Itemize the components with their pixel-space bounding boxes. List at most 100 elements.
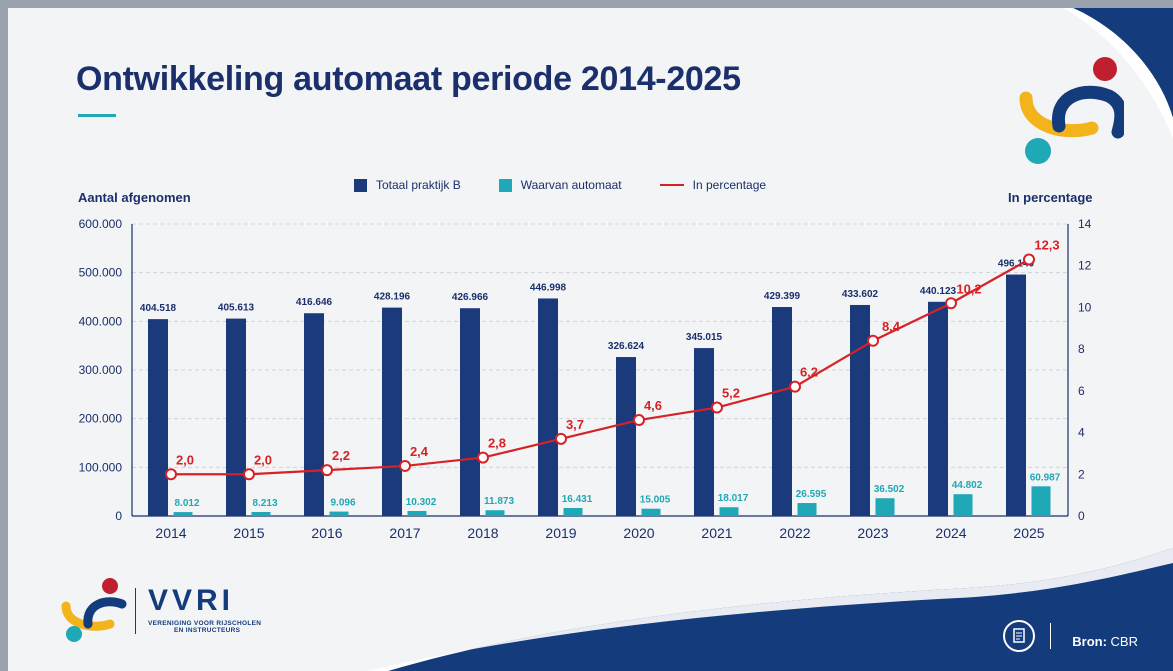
y-right-tick-label: 2: [1078, 467, 1085, 481]
bar-totaal: [382, 307, 402, 516]
bar-totaal-label: 405.613: [218, 303, 255, 314]
percentage-label: 10,2: [956, 281, 981, 296]
y-left-tick-label: 200.000: [79, 412, 123, 426]
bar-automaat: [875, 498, 895, 516]
bar-automaat-label: 8.012: [174, 498, 199, 509]
y-right-tick-label: 10: [1078, 300, 1092, 314]
vvri-name: VVRI: [148, 584, 235, 617]
vvri-brand: VVRI VERENIGING VOOR RIJSCHOLEN EN INSTR…: [148, 584, 261, 635]
source-icon: [1003, 620, 1035, 652]
bar-totaal-label: 345.015: [686, 332, 723, 343]
bar-automaat-label: 15.005: [640, 495, 671, 506]
x-tick-label: 2019: [545, 525, 576, 541]
right-axis-title: In percentage: [1008, 190, 1093, 205]
bar-totaal-label: 440.123: [920, 286, 957, 297]
bar-automaat: [329, 511, 349, 516]
legend-item-automaat: Waarvan automaat: [498, 178, 622, 192]
bar-totaal-label: 428.196: [374, 292, 411, 303]
y-left-tick-label: 600.000: [79, 217, 123, 231]
bar-totaal: [616, 357, 636, 516]
bar-totaal: [928, 301, 948, 516]
percentage-line: [171, 258, 1030, 476]
vvri-tagline-2: EN INSTRUCTEURS: [174, 627, 241, 634]
percentage-point: [633, 414, 645, 427]
bar-totaal-label: 426.966: [452, 292, 489, 303]
bar-automaat: [1031, 486, 1051, 516]
x-tick-label: 2021: [701, 525, 732, 541]
vvri-logo-icon: [61, 578, 127, 642]
percentage-label: 8,4: [882, 319, 901, 334]
chart-legend: Totaal praktijk B Waarvan automaat In pe…: [354, 178, 804, 192]
percentage-point: [477, 451, 489, 464]
bar-totaal-label: 429.399: [764, 291, 801, 302]
legend-label-percentage: In percentage: [692, 178, 767, 192]
x-tick-label: 2015: [233, 525, 264, 541]
y-left-tick-label: 100.000: [79, 460, 123, 474]
page-title: Ontwikkeling automaat periode 2014-2025: [76, 60, 741, 98]
bar-totaal: [538, 298, 558, 516]
x-tick-label: 2017: [389, 525, 420, 541]
title-underline: [78, 114, 116, 117]
y-right-tick-label: 4: [1078, 426, 1085, 440]
bar-totaal: [460, 308, 480, 516]
percentage-point: [555, 432, 567, 445]
document-icon: [1013, 628, 1025, 643]
bar-totaal-label: 496.140: [998, 259, 1035, 270]
percentage-point: [789, 380, 801, 393]
percentage-label: 3,7: [566, 417, 584, 432]
x-tick-label: 2025: [1013, 525, 1044, 541]
legend-swatch-percentage: [659, 184, 684, 186]
y-right-tick-label: 12: [1078, 259, 1092, 273]
bar-automaat-label: 44.802: [952, 480, 983, 491]
bar-automaat: [719, 507, 739, 516]
bar-totaal: [850, 304, 870, 516]
percentage-label: 4,6: [644, 398, 662, 413]
bar-totaal-label: 416.646: [296, 297, 333, 308]
legend-item-percentage: In percentage: [659, 178, 767, 192]
percentage-label: 2,2: [332, 448, 350, 463]
bar-automaat-label: 36.502: [874, 484, 905, 495]
percentage-point: [243, 468, 255, 481]
percentage-label: 2,4: [410, 444, 429, 459]
percentage-point: [165, 468, 177, 481]
y-left-tick-label: 300.000: [79, 363, 123, 377]
bar-automaat: [953, 494, 973, 516]
bar-totaal-label: 446.998: [530, 282, 567, 293]
bar-automaat-label: 26.595: [796, 489, 827, 500]
x-tick-label: 2020: [623, 525, 654, 541]
bar-automaat-label: 8.213: [252, 498, 277, 509]
bar-totaal: [226, 318, 246, 516]
bar-automaat-label: 11.873: [484, 496, 514, 507]
bar-automaat: [563, 508, 583, 516]
percentage-point: [1023, 253, 1035, 266]
percentage-label: 12,3: [1034, 237, 1059, 252]
percentage-label: 2,8: [488, 436, 506, 451]
bar-automaat: [173, 512, 193, 516]
legend-swatch-totaal: [354, 178, 367, 192]
y-right-tick-label: 0: [1078, 509, 1085, 523]
y-left-tick-label: 400.000: [79, 314, 123, 328]
slide: Ontwikkeling automaat periode 2014-2025 …: [8, 8, 1173, 671]
bar-totaal: [772, 307, 792, 516]
percentage-point: [945, 297, 957, 310]
percentage-label: 6,2: [800, 365, 818, 380]
corner-decoration: [368, 8, 1173, 671]
bar-totaal-label: 326.624: [608, 341, 645, 352]
bar-totaal: [304, 313, 324, 516]
bar-automaat: [641, 508, 661, 516]
source-label: Bron:: [1072, 634, 1107, 649]
x-tick-label: 2018: [467, 525, 498, 541]
bar-automaat: [407, 510, 427, 516]
bar-automaat-label: 9.096: [330, 498, 355, 509]
bar-totaal-label: 433.602: [842, 289, 879, 300]
x-tick-label: 2016: [311, 525, 342, 541]
bar-totaal: [1006, 274, 1026, 516]
x-tick-label: 2024: [935, 525, 966, 541]
chart: 0 100.000 200.000 300.000 400.000 500.000 600.…: [79, 217, 1092, 541]
x-tick-label: 2022: [779, 525, 810, 541]
y-left-tick-label: 500.000: [79, 266, 123, 280]
y-right-tick-label: 14: [1078, 217, 1092, 231]
y-right-tick-label: 6: [1078, 384, 1085, 398]
bar-totaal-label: 404.518: [140, 303, 177, 314]
x-tick-label: 2023: [857, 525, 888, 541]
